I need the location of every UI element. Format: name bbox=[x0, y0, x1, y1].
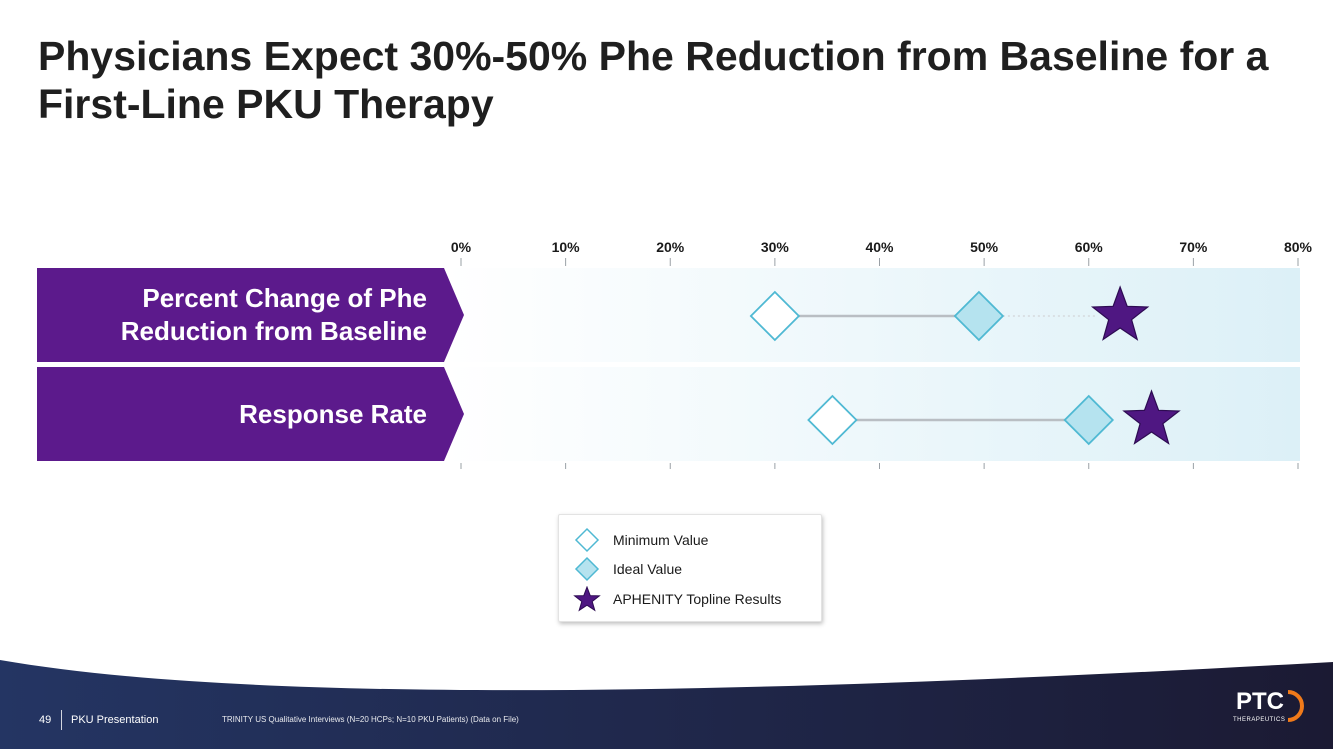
legend-label: APHENITY Topline Results bbox=[613, 591, 782, 607]
x-tick-label: 60% bbox=[1075, 239, 1104, 255]
x-tick-label: 70% bbox=[1179, 239, 1208, 255]
x-tick-label: 50% bbox=[970, 239, 999, 255]
slide-title: Physicians Expect 30%-50% Phe Reduction … bbox=[38, 33, 1269, 127]
aphenity-result-star bbox=[1122, 389, 1181, 445]
legend-label: Ideal Value bbox=[613, 561, 683, 577]
ptc-logo: PTC THERAPEUTICS bbox=[1230, 688, 1310, 728]
logo-text: PTC bbox=[1236, 688, 1284, 715]
diamond-filled-icon bbox=[574, 556, 600, 582]
x-tick-label: 30% bbox=[761, 239, 790, 255]
legend-item-ideal: Ideal Value bbox=[573, 556, 682, 582]
star-icon bbox=[573, 586, 601, 612]
minimum-value-marker bbox=[749, 290, 801, 342]
row-label-1: Percent Change of Phe Reduction from Bas… bbox=[120, 283, 427, 346]
presentation-name: PKU Presentation bbox=[71, 714, 159, 726]
x-tick-label: 0% bbox=[451, 239, 472, 255]
row-label-arrow-2 bbox=[37, 367, 464, 461]
legend-item-minimum: Minimum Value bbox=[573, 527, 708, 553]
ideal-value-marker bbox=[953, 290, 1005, 342]
logo-subtext: THERAPEUTICS bbox=[1233, 717, 1286, 723]
aphenity-result-star bbox=[1090, 285, 1150, 341]
chart-legend: Minimum Value Ideal Value APHENITY Topli… bbox=[558, 514, 822, 622]
x-tick-label: 10% bbox=[552, 239, 581, 255]
x-tick-label: 80% bbox=[1284, 239, 1313, 255]
row-label-2: Response Rate bbox=[239, 398, 427, 429]
page-number: 49 bbox=[39, 714, 52, 726]
x-tick-label: 40% bbox=[865, 239, 894, 255]
logo-arc-icon bbox=[1287, 690, 1304, 722]
legend-item-aphenity: APHENITY Topline Results bbox=[573, 586, 781, 612]
diamond-outline-icon bbox=[574, 527, 600, 553]
ideal-value-marker bbox=[1063, 394, 1115, 446]
legend-label: Minimum Value bbox=[613, 532, 709, 548]
x-tick-label: 20% bbox=[656, 239, 685, 255]
footer-divider bbox=[61, 710, 62, 730]
source-note: TRINITY US Qualitative Interviews (N=20 … bbox=[222, 715, 519, 724]
minimum-value-marker bbox=[807, 394, 858, 446]
row-label-arrow-1 bbox=[37, 268, 464, 362]
footer-wave bbox=[0, 660, 1333, 749]
